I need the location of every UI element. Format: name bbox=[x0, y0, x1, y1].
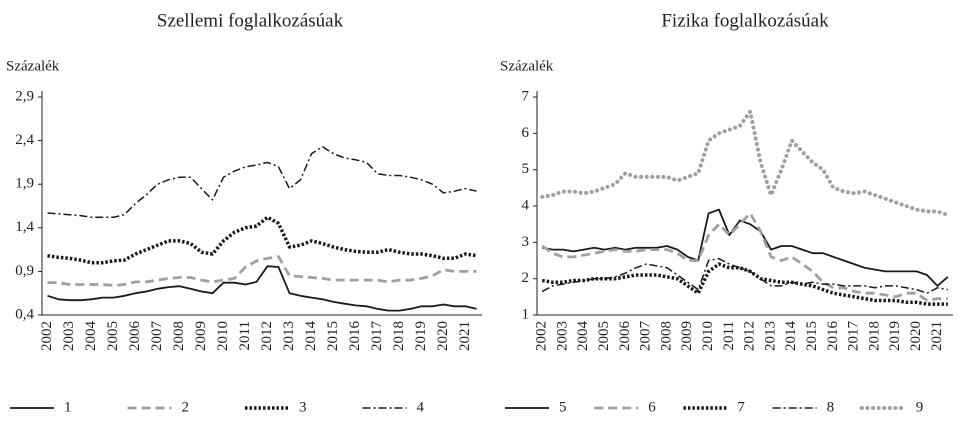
x-tick-label: 2008 bbox=[171, 321, 187, 351]
y-tick-label: 2,9 bbox=[15, 88, 34, 104]
y-tick-label: 5 bbox=[522, 161, 530, 177]
chart-title: Szellemi foglalkozásúak bbox=[157, 10, 344, 31]
y-tick-label: 6 bbox=[522, 125, 530, 141]
x-tick-label: 2007 bbox=[638, 321, 654, 352]
chart-title: Fizika foglalkozásúak bbox=[661, 10, 829, 31]
x-tick-label: 2002 bbox=[534, 321, 550, 351]
x-tick-label: 2009 bbox=[193, 321, 209, 351]
x-tick-label: 2009 bbox=[679, 321, 695, 351]
x-tick-label: 2021 bbox=[929, 321, 945, 351]
x-tick-label: 2020 bbox=[435, 321, 451, 351]
legend-label: 7 bbox=[737, 399, 745, 415]
x-tick-label: 2006 bbox=[127, 321, 143, 352]
x-tick-label: 2002 bbox=[39, 321, 55, 351]
x-tick-label: 2017 bbox=[369, 321, 385, 352]
legend-label: 6 bbox=[648, 399, 656, 415]
y-tick-label: 1,9 bbox=[15, 176, 34, 192]
x-tick-label: 2015 bbox=[804, 321, 820, 351]
y-tick-label: 2,4 bbox=[15, 132, 34, 148]
x-tick-label: 2013 bbox=[281, 321, 297, 351]
x-tick-label: 2012 bbox=[742, 321, 758, 351]
legend-label: 5 bbox=[559, 399, 567, 415]
series-line bbox=[47, 215, 477, 265]
x-tick-label: 2005 bbox=[596, 321, 612, 351]
x-tick-label: 2012 bbox=[259, 321, 275, 351]
y-tick-label: 0,9 bbox=[15, 263, 34, 279]
x-tick-label: 2010 bbox=[215, 321, 231, 351]
x-tick-label: 2011 bbox=[237, 321, 253, 350]
series-line bbox=[541, 257, 948, 294]
legend-label: 9 bbox=[916, 399, 924, 415]
x-tick-label: 2021 bbox=[457, 321, 473, 351]
x-tick-label: 2010 bbox=[700, 321, 716, 351]
y-tick-label: 1 bbox=[522, 306, 530, 322]
x-tick-label: 2019 bbox=[887, 321, 903, 351]
y-axis-label: Százalék bbox=[500, 58, 554, 74]
legend-label: 2 bbox=[182, 399, 190, 415]
series-line bbox=[47, 265, 477, 312]
x-tick-label: 2005 bbox=[105, 321, 121, 351]
x-tick-label: 2007 bbox=[149, 321, 165, 352]
legend-label: 3 bbox=[299, 399, 307, 415]
series-line bbox=[540, 109, 950, 218]
x-tick-label: 2011 bbox=[721, 321, 737, 350]
x-tick-label: 2016 bbox=[825, 321, 841, 352]
x-tick-label: 2017 bbox=[846, 321, 862, 352]
x-tick-label: 2015 bbox=[325, 321, 341, 351]
x-tick-label: 2004 bbox=[575, 321, 591, 352]
series-line bbox=[541, 211, 948, 302]
x-tick-label: 2014 bbox=[783, 321, 799, 352]
y-tick-label: 2 bbox=[522, 270, 530, 286]
series-line bbox=[541, 262, 948, 306]
series-line bbox=[47, 145, 477, 219]
x-tick-label: 2018 bbox=[391, 321, 407, 351]
x-tick-label: 2006 bbox=[617, 321, 633, 352]
y-tick-label: 1,4 bbox=[15, 219, 34, 235]
x-tick-label: 2018 bbox=[866, 321, 882, 351]
legend-label: 4 bbox=[417, 399, 425, 415]
y-tick-label: 7 bbox=[522, 88, 530, 104]
x-tick-label: 2019 bbox=[413, 321, 429, 351]
x-tick-label: 2003 bbox=[61, 321, 77, 351]
series-line bbox=[47, 255, 477, 287]
x-tick-label: 2008 bbox=[658, 321, 674, 351]
y-axis-label: Százalék bbox=[6, 58, 60, 74]
x-tick-label: 2013 bbox=[762, 321, 778, 351]
legend-label: 8 bbox=[827, 399, 835, 415]
y-tick-label: 0,4 bbox=[15, 306, 34, 322]
series-line bbox=[542, 208, 949, 287]
x-tick-label: 2020 bbox=[908, 321, 924, 351]
x-tick-label: 2016 bbox=[347, 321, 363, 352]
y-tick-label: 3 bbox=[522, 234, 530, 250]
y-tick-label: 4 bbox=[522, 197, 530, 213]
x-tick-label: 2004 bbox=[83, 321, 99, 352]
x-tick-label: 2003 bbox=[554, 321, 570, 351]
x-tick-label: 2014 bbox=[303, 321, 319, 352]
legend-label: 1 bbox=[64, 399, 72, 415]
